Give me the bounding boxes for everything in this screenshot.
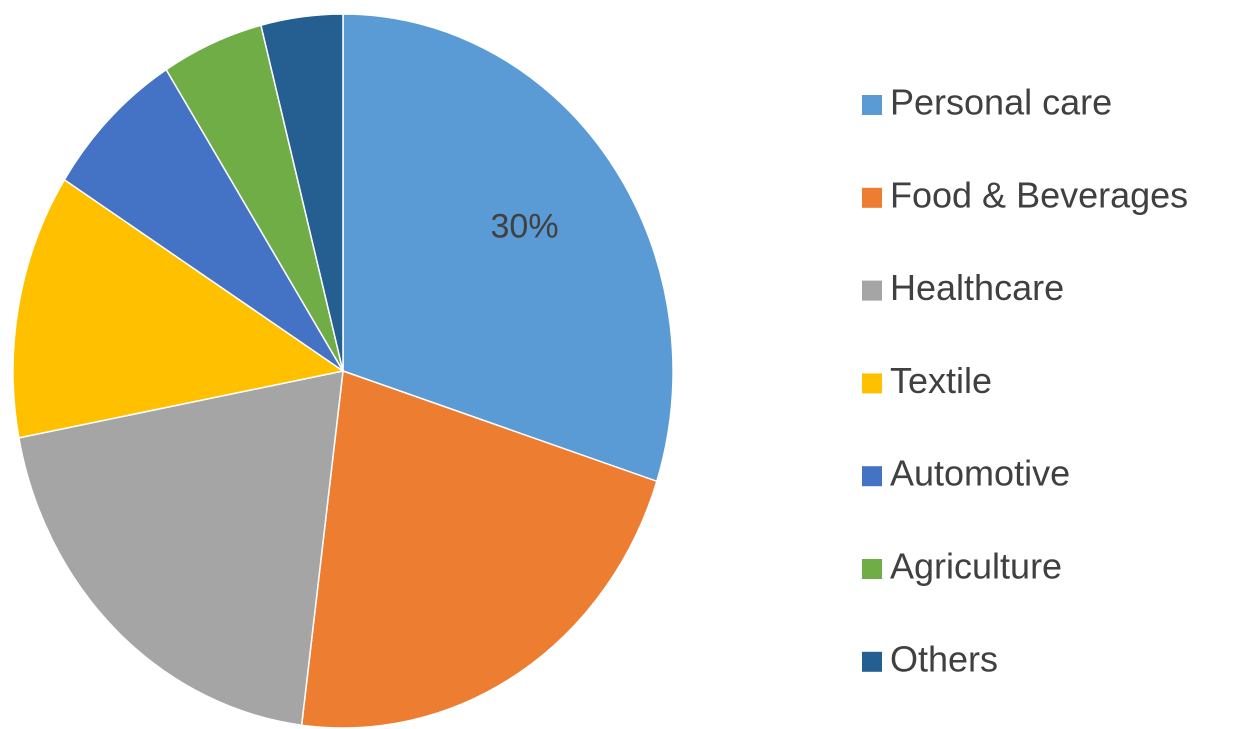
pie-slice (63, 68, 344, 372)
legend-swatch (862, 95, 882, 115)
legend-swatch (862, 373, 882, 394)
pie-slice (260, 13, 344, 372)
legend-swatch (862, 466, 882, 487)
legend-label: Automotive (890, 453, 1070, 494)
legend-swatch (862, 280, 882, 301)
pie-slice (342, 13, 674, 483)
pie-slice (12, 178, 345, 439)
legend-label: Agriculture (890, 546, 1062, 587)
legend-swatch (862, 187, 882, 208)
data-label: 30% (491, 207, 559, 245)
legend-label: Others (890, 638, 998, 679)
legend-swatch (862, 651, 882, 672)
legend-label: Food & Beverages (890, 174, 1188, 215)
legend-swatch (862, 559, 882, 579)
legend-label: Textile (890, 360, 992, 401)
pie-slice (17, 370, 344, 727)
legend-label: Healthcare (890, 267, 1064, 308)
legend-label: Personal care (890, 82, 1112, 123)
pie-slice (300, 369, 658, 729)
